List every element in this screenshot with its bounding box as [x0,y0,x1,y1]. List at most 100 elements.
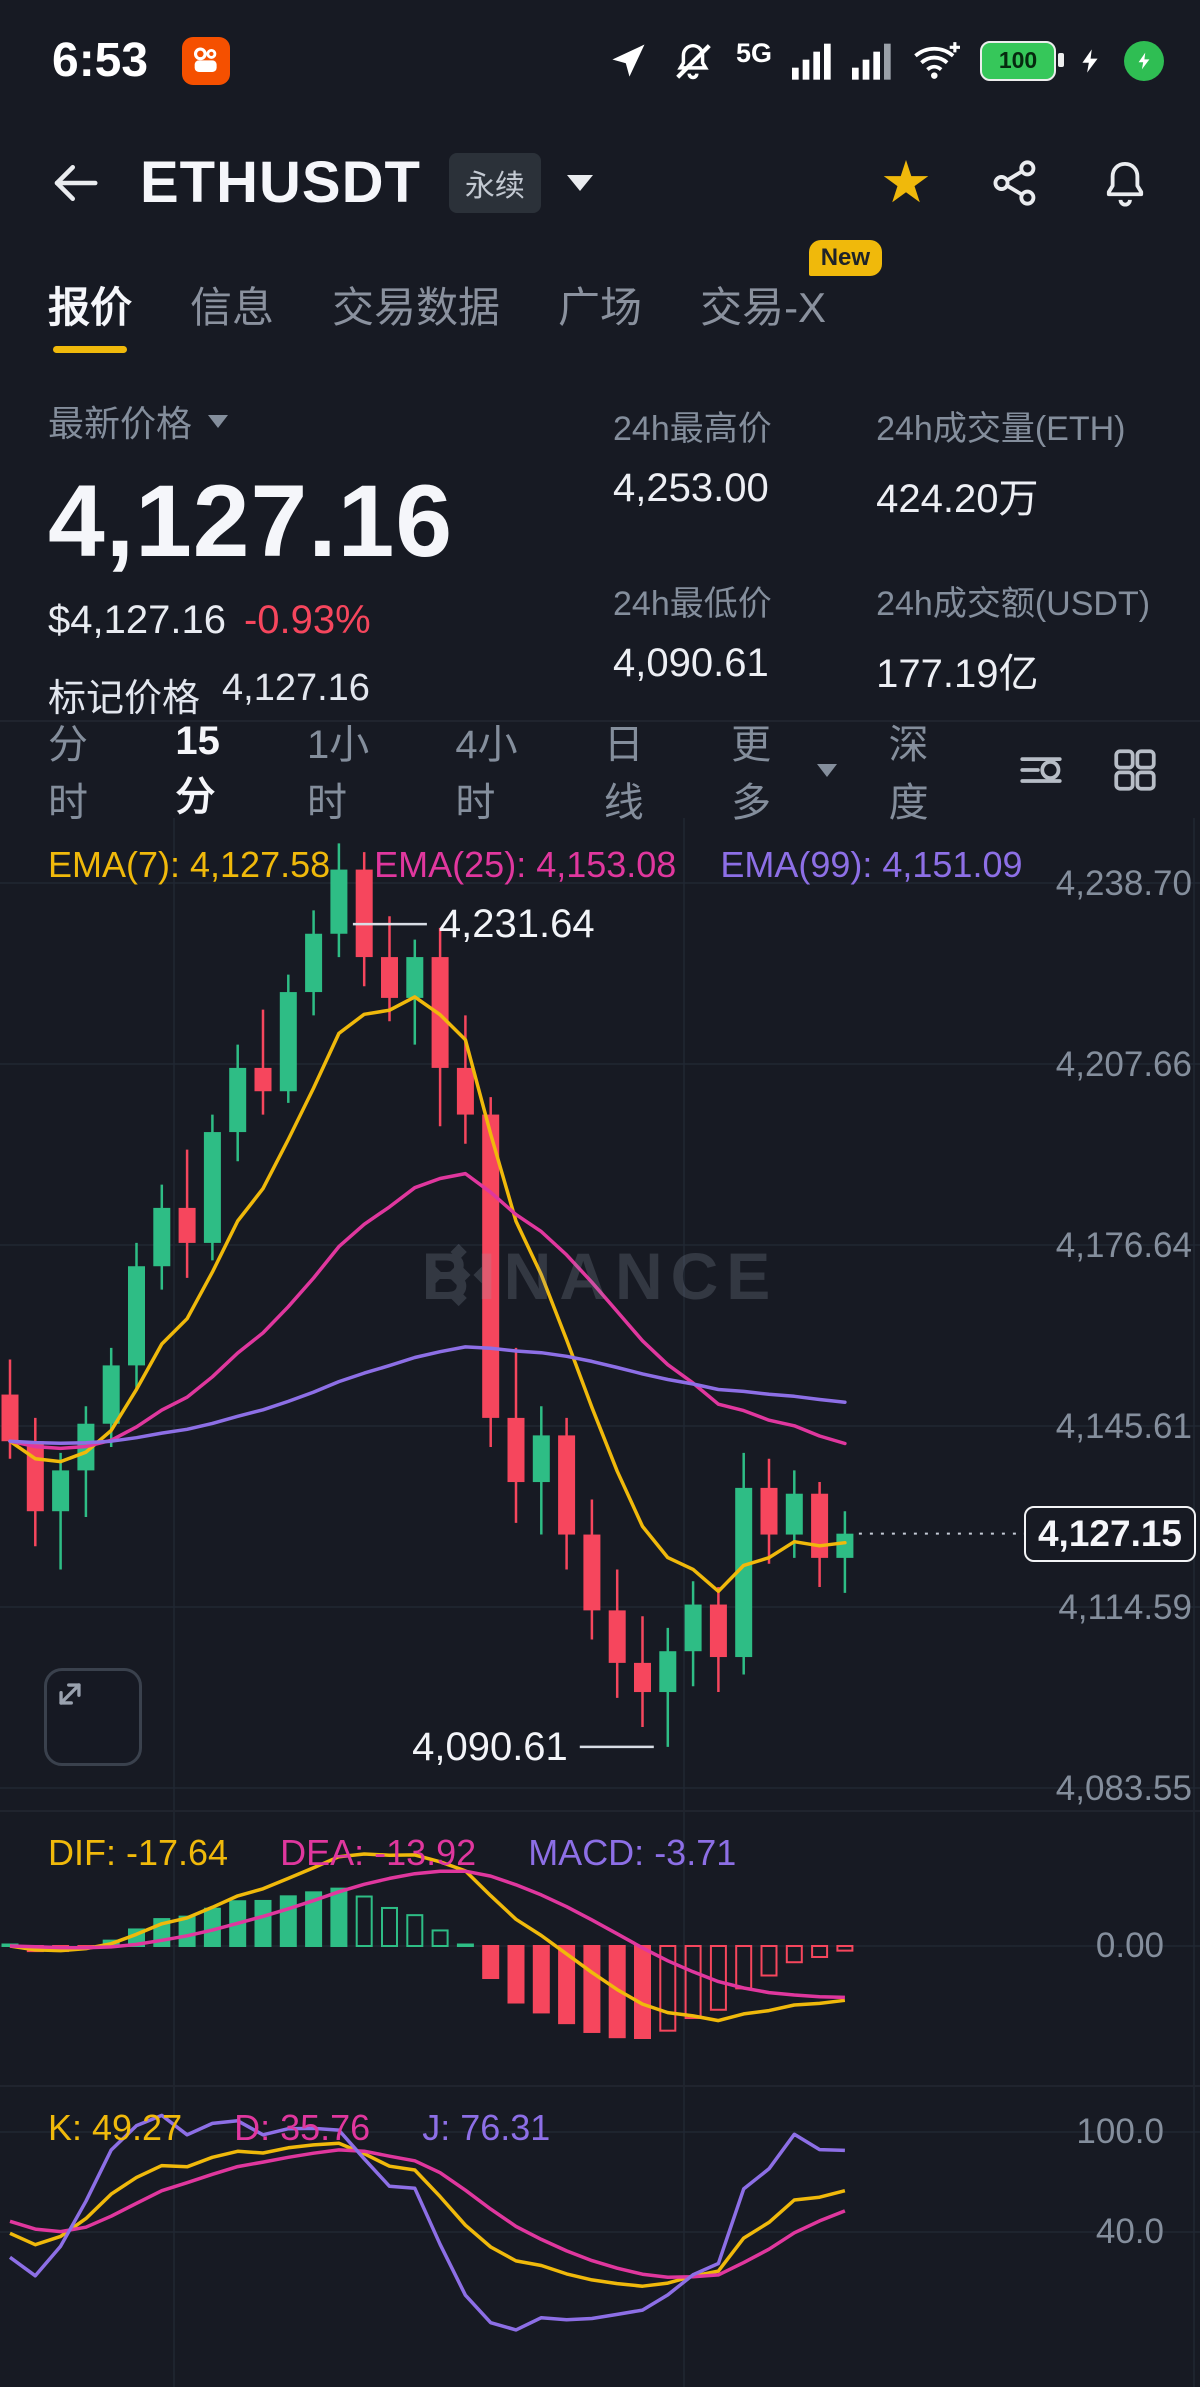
divider [0,720,1200,722]
usd-price: $4,127.16 [48,598,226,642]
grid-layer [0,818,1200,1810]
last-price-label: 最新价格 [48,403,193,444]
contract-type-badge: 永续 [448,152,541,213]
change-percent: -0.93% [243,598,371,642]
ema7-legend: EMA(7): 4,127.58 [48,844,331,885]
timeframe-line[interactable]: 分时 [48,723,88,825]
tab-square[interactable]: 广场 [558,256,642,361]
dif-legend: DIF: -17.64 [48,1832,229,1873]
last-price-selector[interactable]: 最新价格 [48,395,613,447]
mark-price-value: 4,127.16 [222,667,370,709]
timeframe-more[interactable]: 更多 [731,712,837,828]
stat-24h-high: 24h最高价 4,253.00 [613,410,772,510]
charging-bolt-icon [1082,48,1098,73]
candlestick-chart[interactable]: 4,231.64 4,090.61 4,238.70 4,207.66 4,176.64… [0,818,1200,1810]
mute-bell-icon [676,43,711,79]
chart-annotation: 4,231.64 [439,902,595,946]
kdj-panel: K: 49.27 D: 35.76 J: 76.31 100.0 40.0 [0,2087,1200,2387]
clock: 6:53 [52,34,149,87]
alerts-button[interactable] [1098,156,1152,210]
svg-text:4,238.70: 4,238.70 [1056,864,1192,903]
tab-label: 交易数据 [332,284,501,331]
power-saver-icon [1124,40,1164,81]
arrow-left-icon [54,164,98,201]
macd-axis-label: 0.00 [1095,1926,1164,1965]
divider [0,2085,1200,2087]
svg-text:4,145.61: 4,145.61 [1056,1407,1192,1446]
ema99-legend: EMA(99): 4,151.09 [720,844,1023,885]
macd-chart[interactable] [0,1812,1200,2085]
candlestick-chart-panel: BINANCE 4,231.64 4,090.61 4,238.70 4,207.66… [0,818,1200,1810]
macd-panel: DIF: -17.64 DEA: -13.92 MACD: -3.71 0.00 [0,1812,1200,2085]
grid-layout-icon[interactable] [1110,745,1160,795]
stat-24h-turnover: 24h成交额(USDT) 177.19亿 [876,585,1151,696]
ticker-panel: 最新价格 4,127.16 $4,127.16 -0.93% 标记价格 4,12… [0,365,1200,720]
tab-label: 报价 [48,284,133,331]
depth-tab[interactable]: 深度 [888,723,929,825]
chevron-down-icon [208,414,229,428]
candles-layer [1,843,854,1747]
kuaishou-app-icon [182,36,231,85]
signal-bars-2-icon [852,43,891,80]
chart-annotation: 4,090.61 [412,1725,568,1769]
kdj-axis-label-40: 40.0 [1095,2212,1164,2251]
symbol-title: ETHUSDT [140,150,421,215]
camera-icon [194,47,217,72]
battery-indicator: 100 [980,40,1064,81]
stat-24h-low: 24h最低价 4,090.61 [613,585,772,685]
symbol-dropdown-caret-icon[interactable] [566,174,593,191]
tab-info[interactable]: 信息 [190,256,274,361]
timeframe-1d[interactable]: 日线 [603,723,644,825]
timeframe-4h[interactable]: 4小时 [455,723,518,825]
last-price-value: 4,127.16 [48,464,454,578]
tab-label: 交易-X [700,284,827,331]
stat-24h-volume: 24h成交量(ETH) 424.20万 [876,410,1126,521]
new-badge: New [808,240,883,276]
fullscreen-expand-button[interactable] [44,1668,142,1766]
timeframe-1h[interactable]: 1小时 [307,723,370,825]
ema25-legend: EMA(25): 4,153.08 [374,844,677,885]
macd-value-legend: MACD: -3.71 [528,1832,737,1873]
j-legend: J: 76.31 [422,2107,551,2148]
timeframe-15m[interactable]: 15分 [175,718,220,819]
k-legend: K: 49.27 [48,2107,183,2148]
expand-arrows-icon [59,1683,81,1705]
current-price-tag: 4,127.15 [1024,1505,1196,1562]
tab-trading-data[interactable]: 交易数据 [332,256,500,361]
favorite-star-icon[interactable]: ★ [880,149,932,215]
ema-legend: EMA(7): 4,127.58 EMA(25): 4,153.08 EMA(9… [48,844,1023,886]
back-button[interactable] [48,156,102,210]
tab-label: 广场 [558,284,643,331]
chevron-down-icon [816,763,837,777]
binance-logo-icon [427,1243,490,1307]
dea-legend: DEA: -13.92 [280,1832,477,1873]
macd-legend: DIF: -17.64 DEA: -13.92 MACD: -3.71 [48,1832,736,1874]
share-button[interactable] [988,156,1042,210]
signal-bars-icon [792,43,831,80]
tab-label: 信息 [190,284,275,331]
divider [0,1810,1200,1812]
macd-histogram [1,1887,854,2039]
status-bar: 6:53 5G [0,0,1200,115]
svg-text:4,176.64: 4,176.64 [1056,1226,1192,1265]
mark-price-label: 标记价格 [48,678,201,720]
svg-text:4,083.55: 4,083.55 [1056,1769,1192,1808]
watermark-text: BINANCE [421,1239,779,1313]
top-tab-bar: 报价 信息 交易数据 广场 交易-X New [0,240,1200,365]
kdj-axis-label-100: 100.0 [1076,2112,1164,2151]
svg-text:4,114.59: 4,114.59 [1058,1588,1192,1627]
indicator-settings-icon[interactable] [1016,745,1066,795]
network-type-label: 5G [735,38,772,68]
tab-quote[interactable]: 报价 [48,256,132,361]
y-axis-labels: 4,238.70 4,207.66 4,176.64 4,145.61 4,114.59… [1056,864,1192,1808]
wifi-plus-icon [914,41,960,79]
tab-trade-x[interactable]: 交易-X New [700,240,883,361]
header: ETHUSDT 永续 ★ [0,115,1200,250]
battery-level: 100 [998,47,1038,73]
binance-watermark: BINANCE [422,1238,779,1314]
timeframe-bar: 分时 15分 1小时 4小时 日线 更多 深度 [0,719,1200,825]
ema-lines [8,995,847,1594]
share-icon [993,159,1036,206]
kdj-legend: K: 49.27 D: 35.76 J: 76.31 [48,2107,550,2149]
location-icon [612,44,645,77]
